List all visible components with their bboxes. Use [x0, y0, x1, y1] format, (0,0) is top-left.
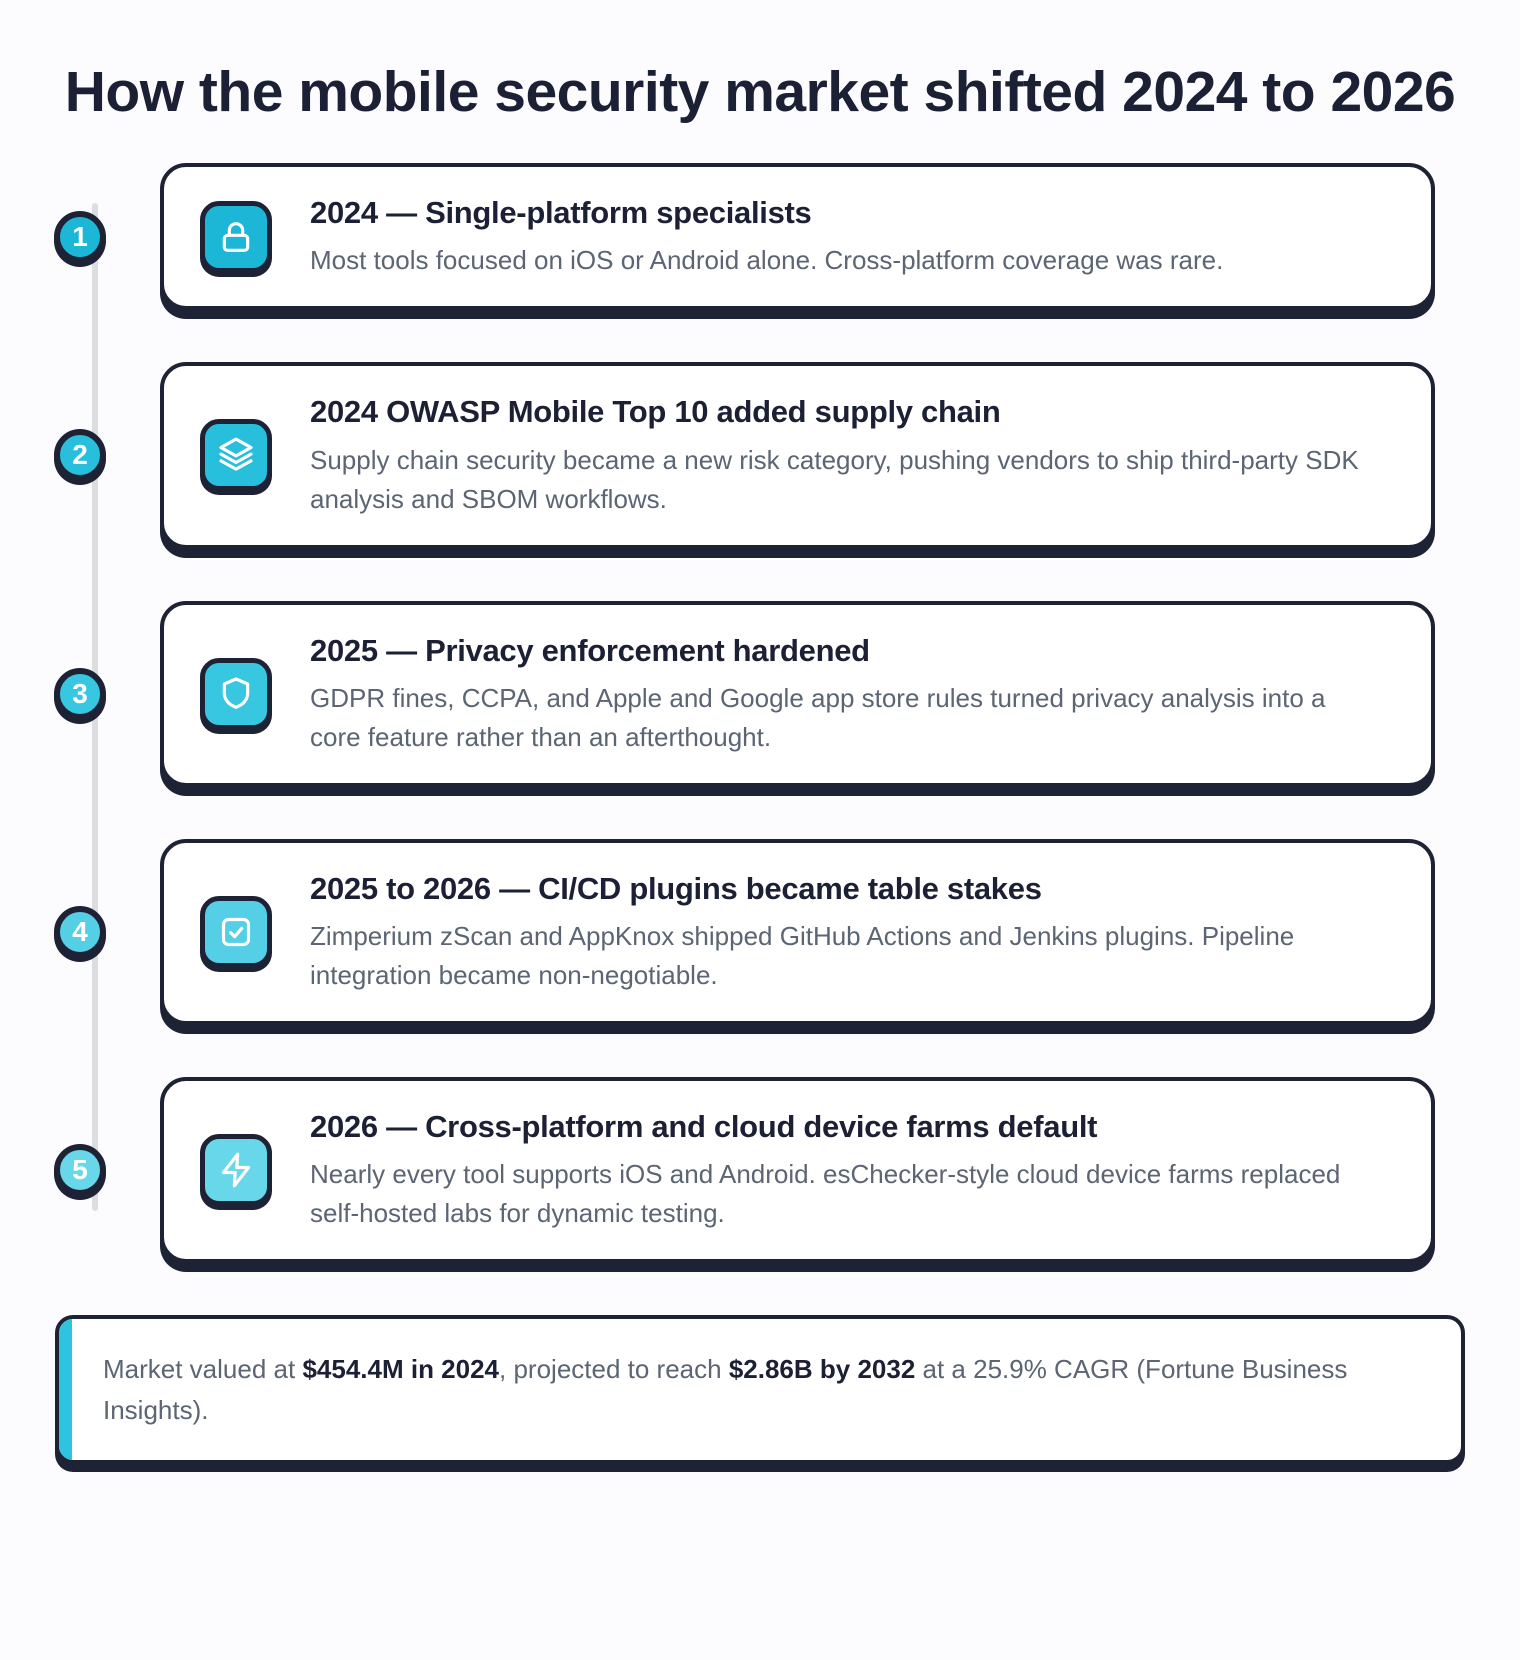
card-description: GDPR fines, CCPA, and Apple and Google a…	[310, 682, 1326, 752]
lock-icon	[200, 200, 272, 273]
market-value-2024: $454.4M in 2024	[302, 1354, 500, 1385]
step-badge-column: 5	[0, 1144, 160, 1197]
timeline-item: 1 2024 — Single-platform specialists Mos…	[0, 162, 1435, 311]
timeline-item: 3 2025 — Privacy enforcement hardened GD…	[0, 600, 1435, 787]
page-title: How the mobile security market shifted 2…	[64, 60, 1456, 124]
card-text: 2025 — Privacy enforcement hardened GDPR…	[310, 631, 1380, 757]
timeline-card: 2026 — Cross-platform and cloud device f…	[160, 1077, 1435, 1264]
card-text: 2025 to 2026 — CI/CD plugins became tabl…	[310, 869, 1380, 995]
callout-text: , projected to reach	[499, 1354, 729, 1385]
timeline-item: 5 2026 — Cross-platform and cloud device…	[0, 1077, 1435, 1264]
step-badge-column: 3	[0, 667, 160, 720]
card-title: 2025 to 2026 — CI/CD plugins became tabl…	[310, 870, 1042, 906]
market-stat-callout: Market valued at $454.4M in 2024, projec…	[55, 1315, 1465, 1465]
market-value-2032: $2.86B by 2032	[728, 1354, 916, 1385]
timeline-card: 2024 OWASP Mobile Top 10 added supply ch…	[160, 362, 1435, 549]
card-text: 2026 — Cross-platform and cloud device f…	[310, 1107, 1380, 1233]
step-number-badge: 3	[54, 667, 106, 720]
zap-icon	[200, 1134, 272, 1207]
square-check-icon	[200, 895, 272, 968]
card-description: Zimperium zScan and AppKnox shipped GitH…	[310, 921, 1295, 991]
callout-text: Market valued at	[103, 1354, 303, 1385]
step-number-badge: 4	[54, 905, 106, 958]
step-number-badge: 5	[54, 1144, 106, 1197]
step-number-badge: 2	[54, 429, 106, 482]
card-title: 2024 — Single-platform specialists	[310, 194, 812, 230]
layers-icon	[200, 419, 272, 492]
timeline-card: 2025 to 2026 — CI/CD plugins became tabl…	[160, 838, 1435, 1026]
timeline-item: 4 2025 to 2026 — CI/CD plugins became ta…	[0, 838, 1435, 1026]
step-badge-column: 4	[0, 905, 160, 958]
card-title: 2025 — Privacy enforcement hardened	[310, 632, 870, 668]
timeline: 1 2024 — Single-platform specialists Mos…	[0, 162, 1520, 1264]
timeline-card: 2025 — Privacy enforcement hardened GDPR…	[160, 600, 1435, 787]
card-description: Supply chain security became a new risk …	[310, 444, 1359, 514]
card-title: 2024 OWASP Mobile Top 10 added supply ch…	[310, 394, 1001, 430]
callout-text: at a 25.9% CAGR (Fortune Business Insigh…	[103, 1354, 1348, 1425]
card-title: 2026 — Cross-platform and cloud device f…	[310, 1109, 1098, 1145]
shield-icon	[200, 657, 272, 730]
step-badge-column: 2	[0, 429, 160, 482]
callout-accent-bar	[59, 1319, 72, 1461]
card-description: Nearly every tool supports iOS and Andro…	[310, 1159, 1341, 1229]
step-badge-column: 1	[0, 210, 160, 263]
step-number-badge: 1	[54, 210, 106, 263]
timeline-card: 2024 — Single-platform specialists Most …	[160, 162, 1435, 311]
card-description: Most tools focused on iOS or Android alo…	[310, 245, 1224, 276]
timeline-item: 2 2024 OWASP Mobile Top 10 added supply …	[0, 362, 1435, 549]
card-text: 2024 — Single-platform specialists Most …	[310, 193, 1223, 280]
card-text: 2024 OWASP Mobile Top 10 added supply ch…	[310, 392, 1380, 518]
